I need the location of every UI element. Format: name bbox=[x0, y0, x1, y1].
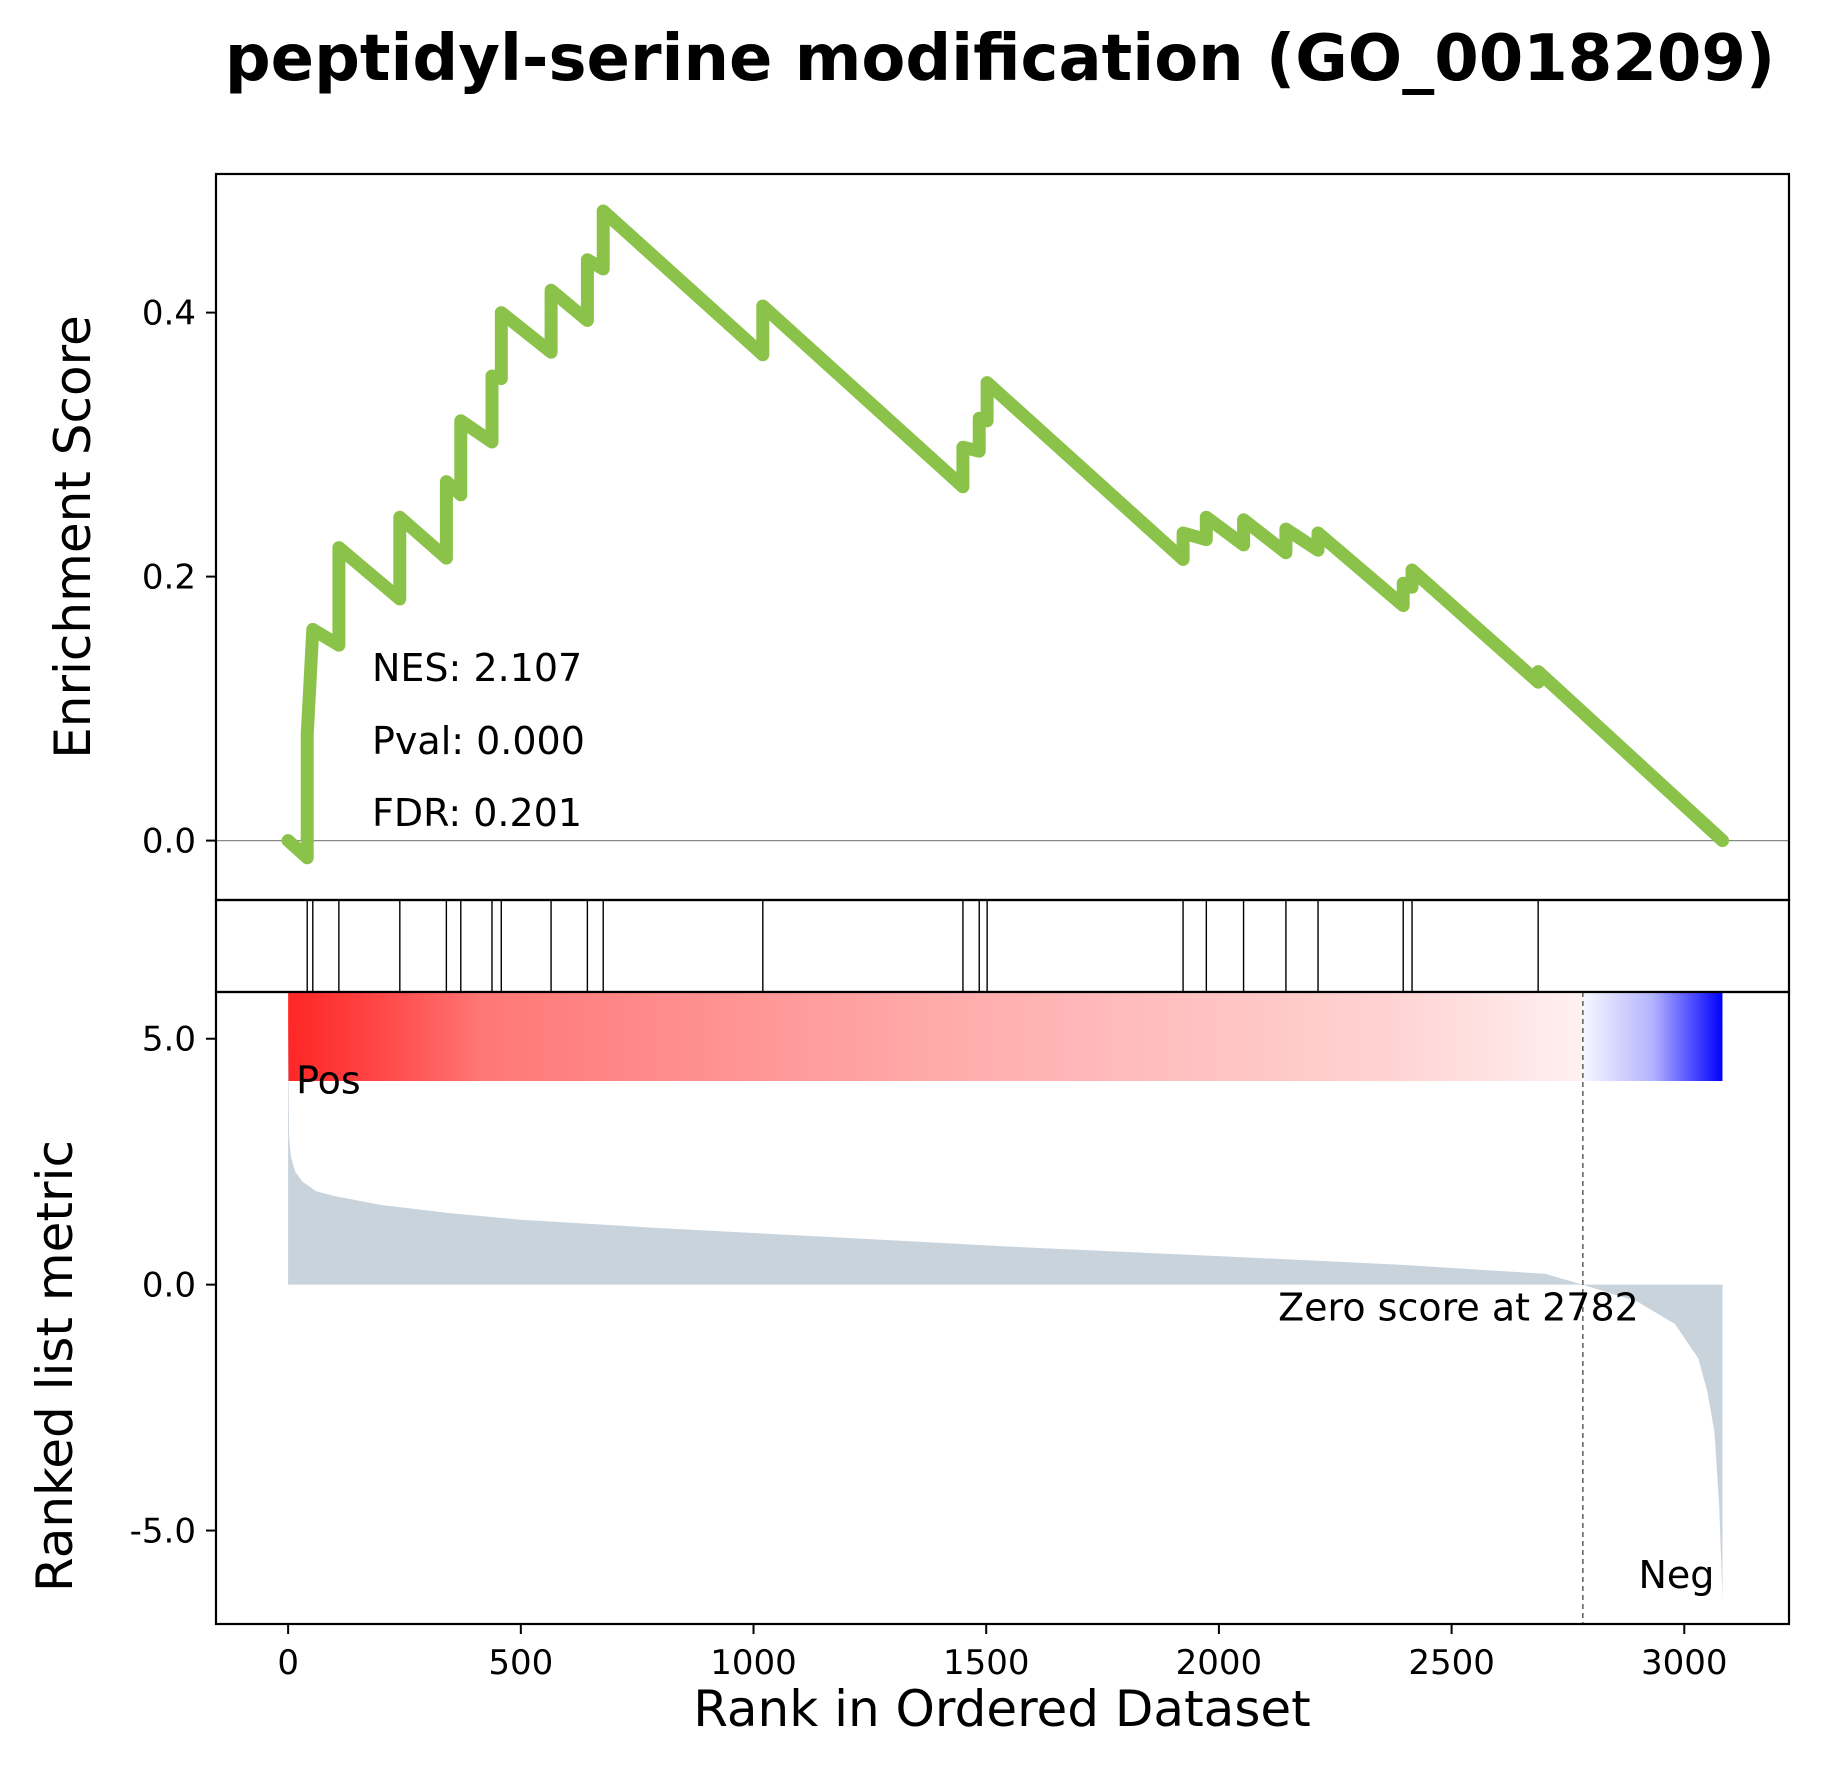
xtick-label: 1000 bbox=[710, 1643, 797, 1683]
hits-panel bbox=[214, 898, 1791, 994]
neg-label: Neg bbox=[1639, 1553, 1715, 1597]
metric-ylabel: Ranked list metric bbox=[26, 1140, 84, 1592]
es-ytick-label: 0.4 bbox=[142, 294, 196, 334]
xtick-label: 500 bbox=[488, 1643, 553, 1683]
es-ytick-label: 0.2 bbox=[142, 558, 196, 598]
chart-title: peptidyl-serine modification (GO_0018209… bbox=[225, 22, 1775, 96]
x-axis-label: Rank in Ordered Dataset bbox=[693, 1680, 1310, 1738]
ranked-metric-panel: 5.0 0.0 -5.0 Zero score at 2782 Pos Neg Ra… bbox=[26, 990, 1791, 1626]
metric-ytick-label: 5.0 bbox=[142, 1020, 196, 1060]
xtick-label: 2500 bbox=[1408, 1643, 1495, 1683]
xtick-label: 1500 bbox=[943, 1643, 1030, 1683]
es-ylabel: Enrichment Score bbox=[44, 315, 102, 759]
xtick-label: 2000 bbox=[1176, 1643, 1263, 1683]
running-enrichment-line bbox=[281, 204, 1729, 865]
metric-frame bbox=[214, 990, 1791, 1626]
enrichment-panel: 0.0 0.2 0.4 NES: 2.107 Pval: 0.000 FDR: 0.… bbox=[44, 172, 1791, 902]
xtick-label: 3000 bbox=[1641, 1643, 1728, 1683]
nes-annotation: NES: 2.107 bbox=[372, 646, 582, 690]
rank-color-bar bbox=[288, 992, 1723, 1081]
pos-label: Pos bbox=[296, 1059, 361, 1103]
pval-annotation: Pval: 0.000 bbox=[372, 719, 585, 763]
metric-ytick-label: -5.0 bbox=[130, 1512, 196, 1552]
es-ytick-label: 0.0 bbox=[142, 822, 196, 862]
hits-frame bbox=[214, 898, 1791, 994]
metric-ytick-label: 0.0 bbox=[142, 1266, 196, 1306]
zero-score-label: Zero score at 2782 bbox=[1278, 1286, 1639, 1330]
x-axis: 0 500 1000 1500 2000 2500 3000 bbox=[277, 1624, 1728, 1683]
xtick-label: 0 bbox=[277, 1643, 299, 1683]
fdr-annotation: FDR: 0.201 bbox=[372, 791, 582, 835]
